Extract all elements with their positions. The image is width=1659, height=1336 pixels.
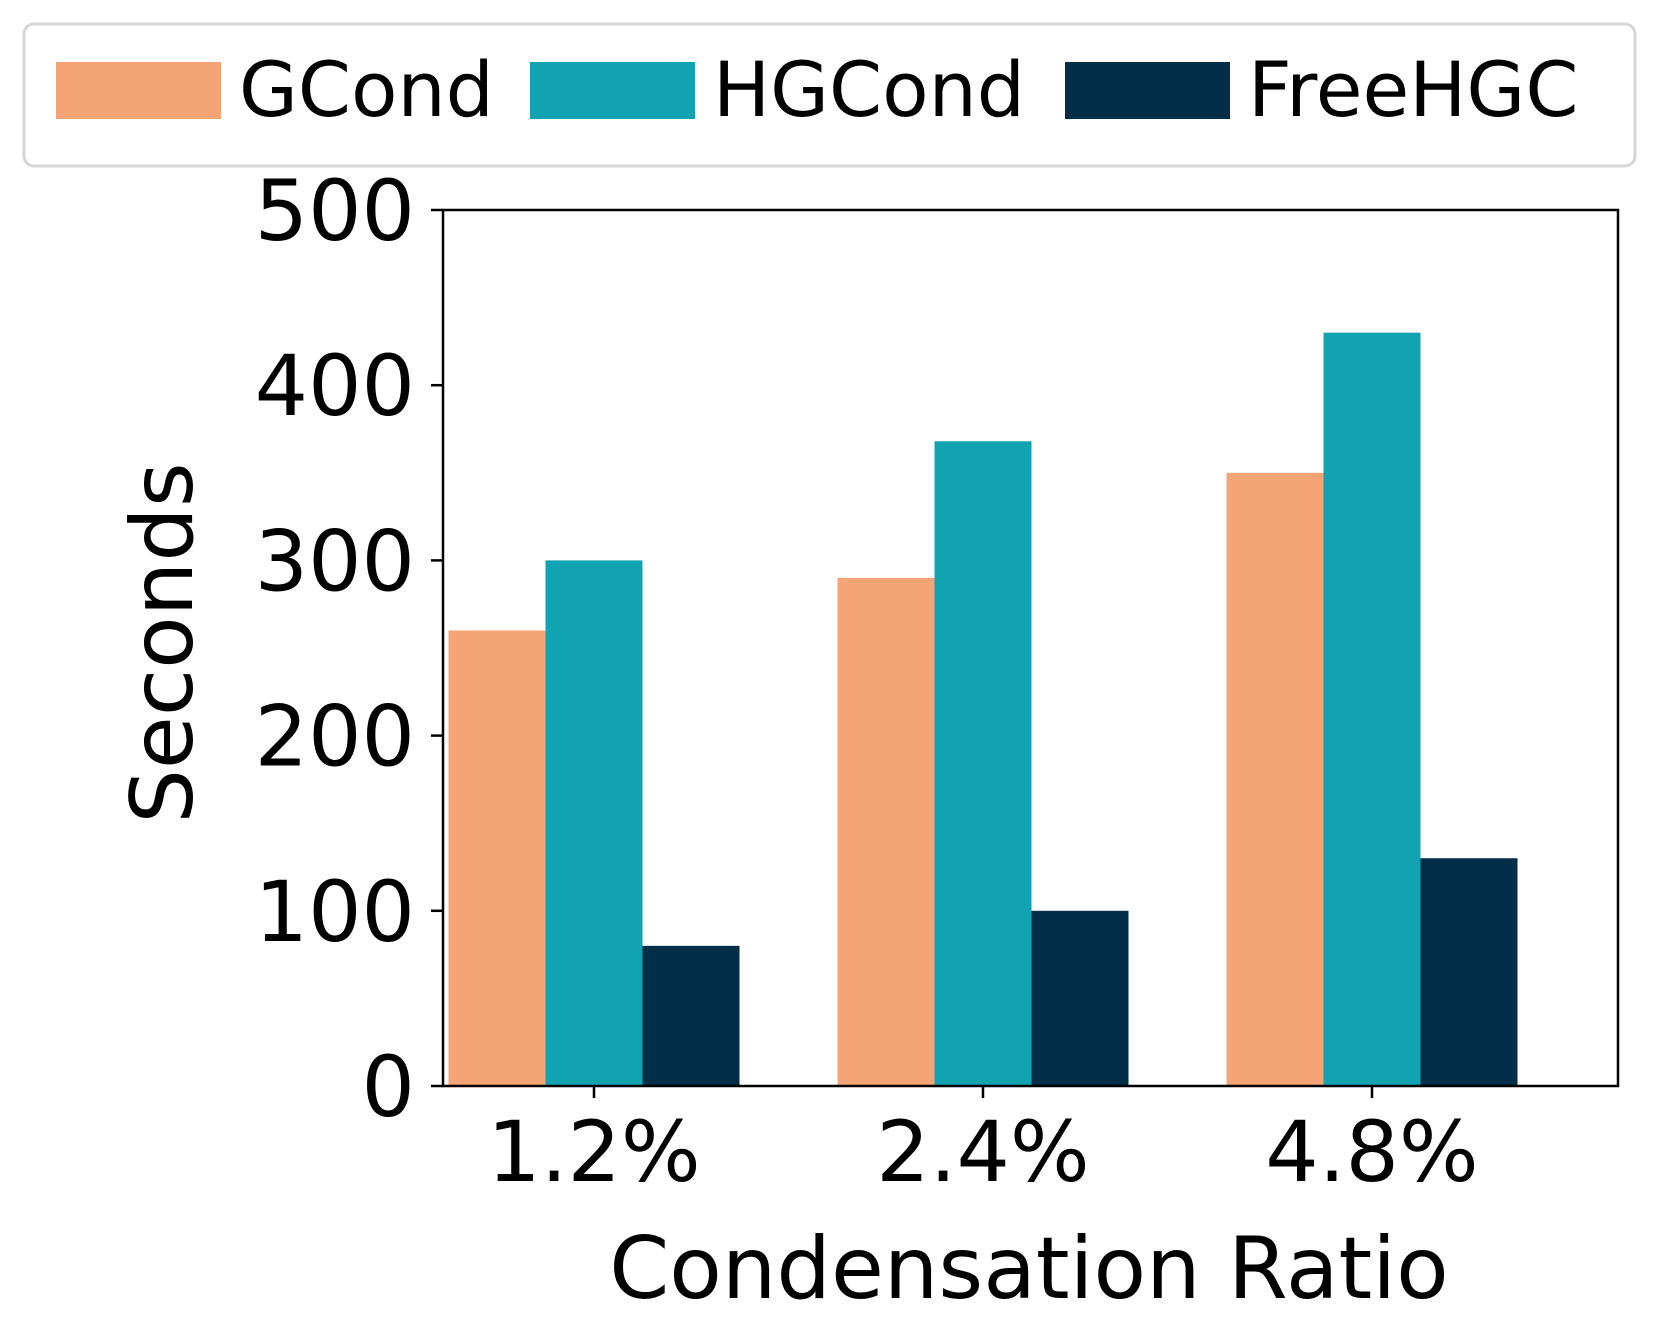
legend-label-hgcond: HGCond — [713, 45, 1025, 134]
legend: GCond HGCond FreeHGC — [22, 22, 1637, 168]
y-tick-label: 400 — [255, 337, 415, 435]
bar-gcond-1 — [448, 630, 546, 1086]
bar-hgcond-3 — [1323, 332, 1421, 1086]
bar-freehgc-3 — [1420, 858, 1518, 1086]
legend-swatch-freehgc — [1065, 62, 1230, 119]
y-tick-label: 500 — [255, 162, 415, 260]
bar-freehgc-1 — [642, 945, 740, 1086]
x-axis-title: Condensation Ratio — [609, 1219, 1449, 1319]
bar-gcond-2 — [837, 577, 935, 1086]
y-tick-label: 200 — [255, 688, 415, 786]
legend-frame — [22, 22, 1637, 168]
bar-hgcond-1 — [545, 560, 643, 1086]
y-tick-label: 100 — [255, 863, 415, 961]
bar-hgcond-2 — [934, 441, 1032, 1086]
x-tick-label: 2.4% — [876, 1103, 1089, 1201]
plot-area: 0 100 200 300 400 500 1.2% 2.4% 4.8% — [255, 162, 1620, 1201]
x-tick-label: 1.2% — [487, 1103, 700, 1201]
y-tick-label: 300 — [255, 512, 415, 610]
legend-swatch-hgcond — [530, 62, 695, 119]
bar-gcond-3 — [1226, 472, 1324, 1086]
axes-frame — [441, 208, 1620, 1088]
bar-freehgc-2 — [1031, 910, 1129, 1086]
y-axis-title: Seconds — [113, 462, 213, 823]
y-tick-label: 0 — [362, 1038, 415, 1136]
legend-swatch-gcond — [56, 62, 221, 119]
legend-label-freehgc: FreeHGC — [1248, 45, 1578, 134]
legend-label-gcond: GCond — [239, 45, 494, 134]
x-tick-label: 4.8% — [1265, 1103, 1478, 1201]
